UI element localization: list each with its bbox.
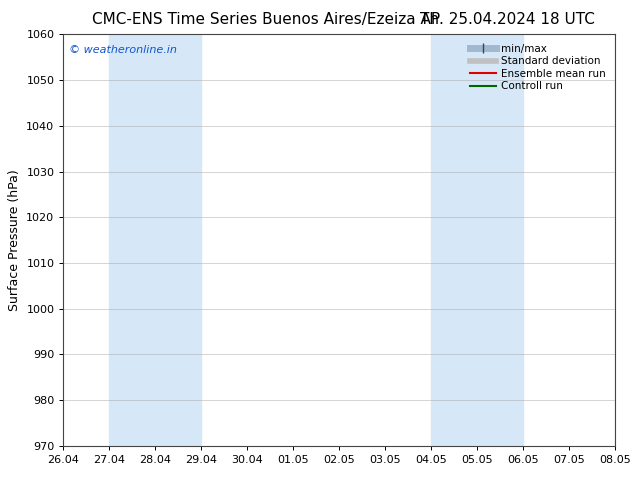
Y-axis label: Surface Pressure (hPa): Surface Pressure (hPa) [8,169,21,311]
Bar [110,34,202,446]
Text: © weatheronline.in: © weatheronline.in [69,45,177,54]
Bar [615,34,634,446]
Legend: min/max, Standard deviation, Ensemble mean run, Controll run: min/max, Standard deviation, Ensemble me… [465,40,610,96]
Bar [431,34,523,446]
Text: Th. 25.04.2024 18 UTC: Th. 25.04.2024 18 UTC [420,12,595,27]
Text: CMC-ENS Time Series Buenos Aires/Ezeiza AP: CMC-ENS Time Series Buenos Aires/Ezeiza … [92,12,441,27]
